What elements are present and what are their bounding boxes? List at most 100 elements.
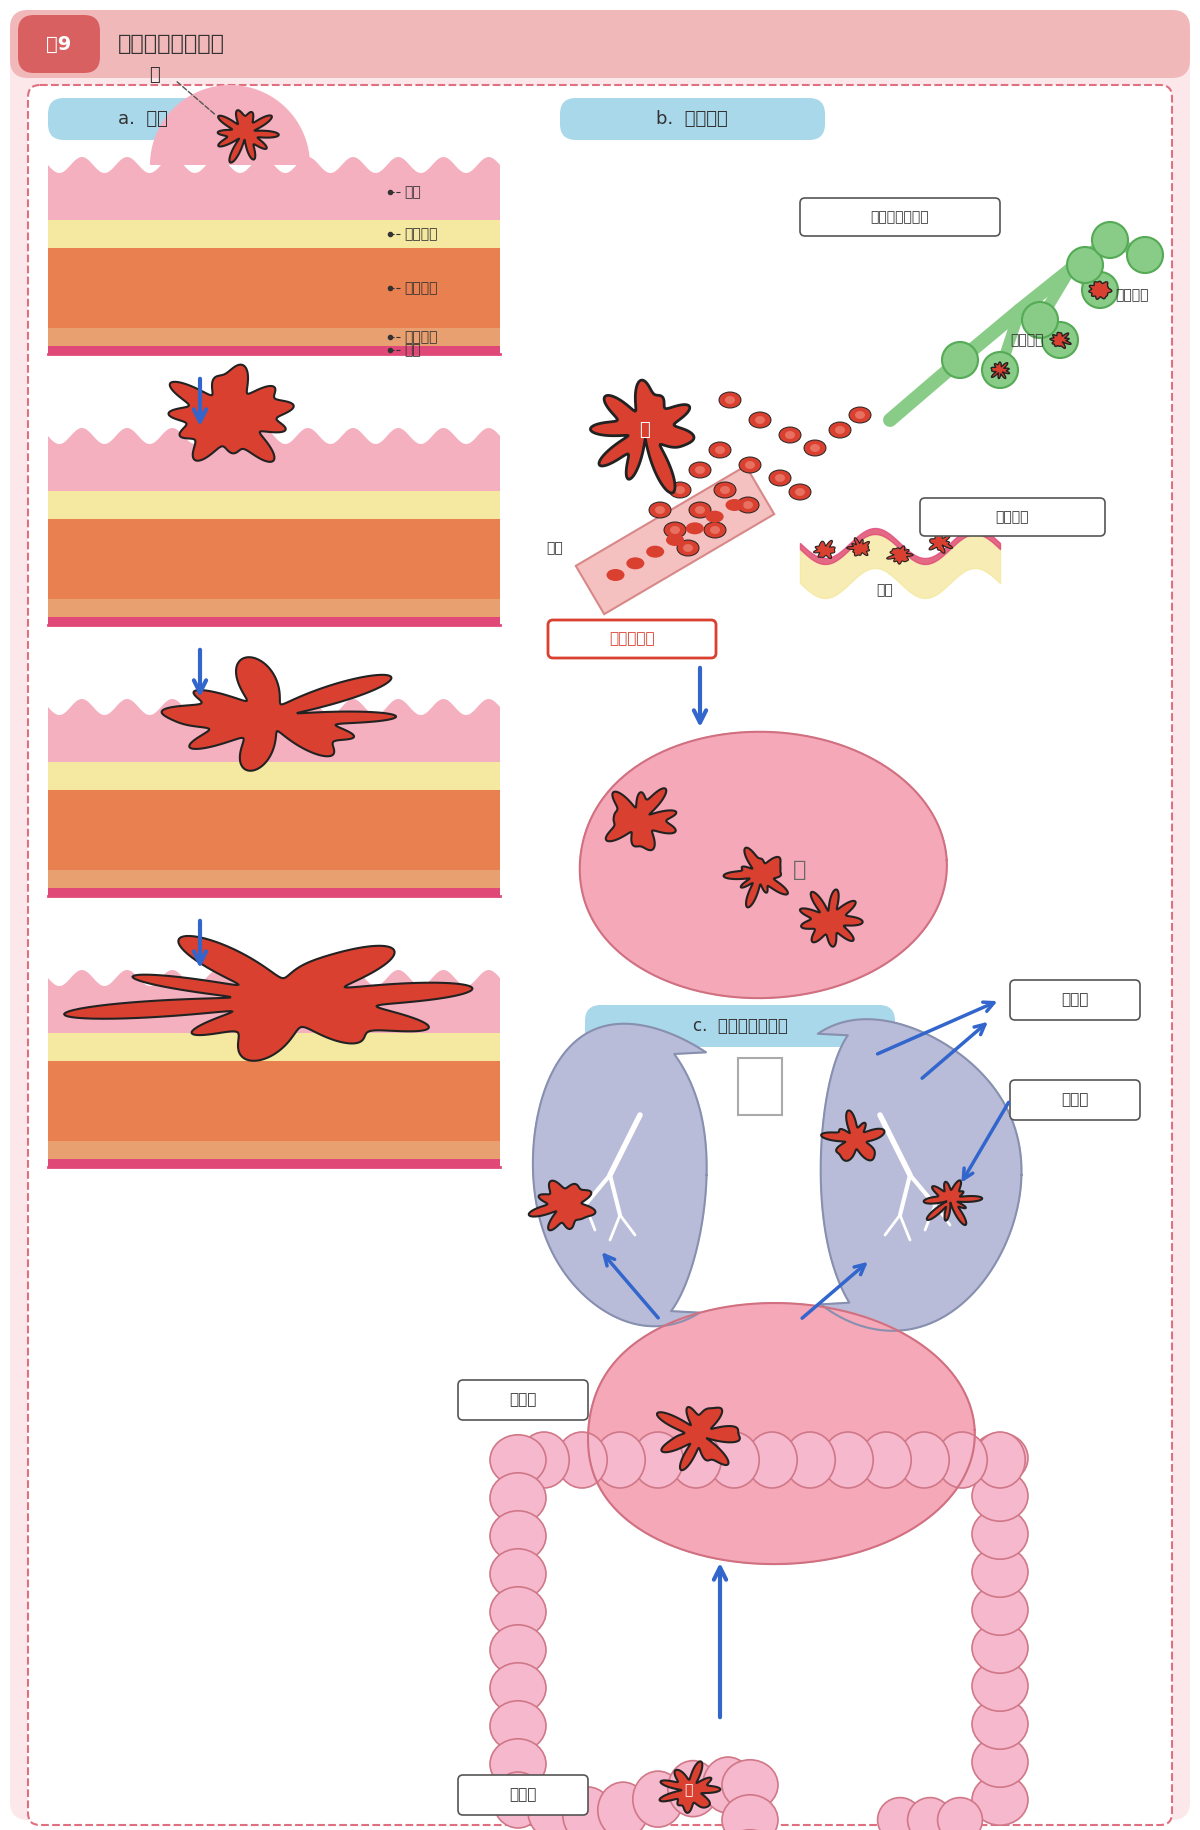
- Circle shape: [1092, 221, 1128, 258]
- Circle shape: [942, 342, 978, 379]
- Ellipse shape: [493, 1771, 544, 1828]
- Polygon shape: [48, 328, 500, 346]
- Ellipse shape: [649, 501, 671, 518]
- Ellipse shape: [709, 1433, 760, 1488]
- Polygon shape: [821, 1111, 884, 1160]
- Ellipse shape: [490, 1700, 546, 1751]
- Ellipse shape: [714, 481, 736, 498]
- Ellipse shape: [704, 522, 726, 538]
- Text: 腹膜播種: 腹膜播種: [995, 511, 1028, 523]
- Ellipse shape: [686, 522, 704, 534]
- Ellipse shape: [632, 1771, 683, 1826]
- FancyBboxPatch shape: [48, 99, 238, 141]
- Ellipse shape: [563, 1786, 613, 1830]
- Text: 血行性転移: 血行性転移: [610, 631, 655, 646]
- Circle shape: [1042, 322, 1078, 359]
- Ellipse shape: [518, 1433, 569, 1488]
- Ellipse shape: [626, 558, 644, 569]
- Polygon shape: [48, 869, 500, 888]
- Ellipse shape: [745, 461, 755, 468]
- Polygon shape: [48, 249, 500, 328]
- Polygon shape: [529, 1180, 595, 1230]
- Polygon shape: [48, 617, 500, 626]
- Polygon shape: [1050, 333, 1072, 348]
- FancyBboxPatch shape: [28, 84, 1172, 1825]
- Text: 癌: 癌: [684, 1782, 692, 1797]
- Polygon shape: [606, 789, 677, 851]
- Text: 粘膜下層: 粘膜下層: [404, 227, 438, 242]
- Ellipse shape: [937, 1433, 988, 1488]
- Ellipse shape: [689, 461, 710, 478]
- Ellipse shape: [646, 545, 664, 558]
- Polygon shape: [48, 1140, 500, 1158]
- Polygon shape: [887, 545, 913, 564]
- Ellipse shape: [790, 483, 811, 500]
- Ellipse shape: [804, 439, 826, 456]
- Polygon shape: [814, 540, 835, 558]
- Circle shape: [1127, 238, 1163, 273]
- Text: リンパ管: リンパ管: [1010, 333, 1044, 348]
- Ellipse shape: [490, 1587, 546, 1638]
- Text: 腹膜: 腹膜: [876, 584, 893, 597]
- Ellipse shape: [709, 443, 731, 458]
- Ellipse shape: [972, 1433, 1028, 1482]
- Ellipse shape: [490, 1435, 546, 1486]
- Polygon shape: [800, 889, 863, 946]
- Polygon shape: [48, 520, 500, 598]
- Text: 癌: 癌: [150, 66, 161, 84]
- Ellipse shape: [706, 511, 724, 523]
- Polygon shape: [217, 110, 278, 163]
- Polygon shape: [48, 1061, 500, 1140]
- Text: a.  浸潤: a. 浸潤: [118, 110, 168, 128]
- Polygon shape: [48, 490, 500, 520]
- Text: 固有筋層: 固有筋層: [404, 282, 438, 295]
- Polygon shape: [590, 381, 694, 492]
- Text: 粘膜: 粘膜: [404, 185, 421, 199]
- Ellipse shape: [722, 1760, 778, 1810]
- Ellipse shape: [899, 1433, 949, 1488]
- Ellipse shape: [528, 1782, 578, 1830]
- Text: 血管: 血管: [547, 542, 563, 554]
- Polygon shape: [929, 534, 953, 553]
- FancyBboxPatch shape: [458, 1775, 588, 1815]
- Ellipse shape: [974, 1433, 1025, 1488]
- Ellipse shape: [972, 1508, 1028, 1559]
- Text: 肝転移: 肝転移: [509, 1393, 536, 1407]
- Text: 図9: 図9: [47, 35, 72, 53]
- Polygon shape: [847, 538, 870, 556]
- Ellipse shape: [689, 501, 710, 518]
- Text: 漿膜下層: 漿膜下層: [404, 329, 438, 344]
- Ellipse shape: [972, 1698, 1028, 1749]
- Ellipse shape: [743, 501, 754, 509]
- Polygon shape: [48, 791, 500, 869]
- Text: 癌: 癌: [640, 421, 650, 439]
- Ellipse shape: [722, 1795, 778, 1830]
- Text: 大腸癌の広がり方: 大腸癌の広がり方: [118, 35, 226, 55]
- Text: リンパ行性転移: リンパ行性転移: [871, 210, 929, 223]
- Polygon shape: [48, 699, 500, 761]
- Ellipse shape: [632, 1433, 683, 1488]
- Polygon shape: [924, 1180, 982, 1224]
- Circle shape: [1067, 247, 1103, 284]
- Ellipse shape: [835, 426, 845, 434]
- Ellipse shape: [557, 1433, 607, 1488]
- Text: 大腸癌: 大腸癌: [509, 1788, 536, 1803]
- Ellipse shape: [725, 395, 734, 404]
- Ellipse shape: [854, 412, 865, 419]
- Ellipse shape: [664, 522, 686, 538]
- Ellipse shape: [737, 498, 760, 512]
- Ellipse shape: [490, 1548, 546, 1599]
- Ellipse shape: [595, 1433, 646, 1488]
- Polygon shape: [1088, 282, 1112, 300]
- Ellipse shape: [769, 470, 791, 487]
- Ellipse shape: [972, 1471, 1028, 1521]
- Polygon shape: [533, 1023, 707, 1327]
- FancyBboxPatch shape: [586, 1005, 895, 1047]
- Text: リンパ節: リンパ節: [1115, 287, 1148, 302]
- Polygon shape: [48, 157, 500, 220]
- Circle shape: [982, 351, 1018, 388]
- Text: 全身へ: 全身へ: [1061, 992, 1088, 1008]
- FancyBboxPatch shape: [10, 9, 1190, 79]
- Ellipse shape: [972, 1585, 1028, 1636]
- Ellipse shape: [490, 1625, 546, 1674]
